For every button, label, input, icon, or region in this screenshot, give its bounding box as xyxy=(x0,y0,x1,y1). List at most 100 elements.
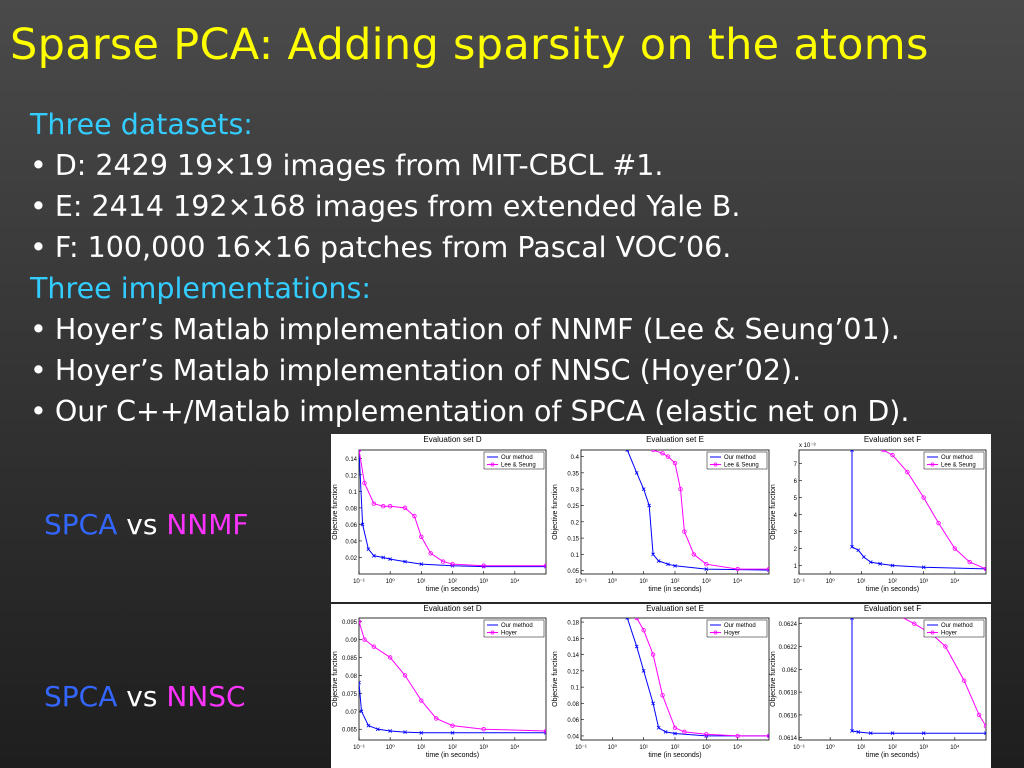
y-tick-label: 0.04 xyxy=(567,734,579,740)
comparison-label-nnsc: SPCA vs NNSC xyxy=(44,680,246,713)
y-tick-label: 0.0624 xyxy=(779,622,798,628)
y-tick-label: 0.09 xyxy=(345,638,357,644)
implementation-item-text: Hoyer’s Matlab implementation of NNMF (L… xyxy=(54,313,900,346)
data-point xyxy=(359,709,364,714)
y-tick-label: 0.07 xyxy=(345,710,357,716)
y-tick-label: 0.1 xyxy=(571,686,580,692)
chart-title: Evaluation set D xyxy=(423,604,481,613)
data-point xyxy=(673,731,677,736)
data-point xyxy=(983,566,986,572)
y-axis-label: Objective function xyxy=(770,484,777,540)
y-tick-label: 0.1 xyxy=(571,553,580,559)
data-point xyxy=(850,450,854,452)
data-point xyxy=(672,460,678,466)
data-point xyxy=(651,552,655,557)
data-point xyxy=(656,725,661,730)
data-point xyxy=(440,559,446,564)
data-point xyxy=(660,451,665,456)
y-tick-label: 0.095 xyxy=(342,620,358,626)
chart-2: Evaluation set E 0.05 0.1 0.15 0.2 0.25 0.3 0.3… xyxy=(552,435,770,593)
data-point xyxy=(678,486,683,492)
bullet: • xyxy=(30,149,47,182)
chart-4: Evaluation set D 0.065 0.07 0.075 0.08 0.085 0… xyxy=(332,604,547,759)
data-point xyxy=(943,644,948,649)
bullet: • xyxy=(30,395,47,428)
series-other xyxy=(359,619,546,734)
plot-area xyxy=(358,617,547,741)
data-point xyxy=(419,730,424,735)
data-point xyxy=(634,644,639,649)
series-line xyxy=(652,450,769,570)
data-point xyxy=(673,563,677,568)
legend-box xyxy=(923,619,985,638)
data-point xyxy=(381,504,386,509)
data-point xyxy=(450,730,455,735)
legend-marker xyxy=(930,630,935,635)
data-point xyxy=(880,450,886,453)
y-tick-label: 3 xyxy=(794,530,798,536)
legend-marker xyxy=(713,630,718,635)
data-point xyxy=(682,529,687,534)
data-point xyxy=(766,733,769,739)
series-ours xyxy=(850,618,986,736)
y-tick-label: 0.06 xyxy=(345,523,357,529)
dataset-item-text: E: 2414 192×168 images from extended Yal… xyxy=(54,190,741,223)
x-tick-label: 10⁴ xyxy=(950,744,960,751)
y-tick-label: 0.08 xyxy=(567,702,579,708)
vs-label: vs xyxy=(126,508,158,541)
legend-marker xyxy=(490,462,495,467)
y-tick-label: 7 xyxy=(794,462,798,468)
x-axis-label: time (in seconds) xyxy=(426,586,479,593)
y-tick-label: 0.18 xyxy=(567,621,579,627)
y-tick-label: 0.15 xyxy=(567,537,579,543)
data-point xyxy=(388,557,393,562)
data-point xyxy=(984,731,986,736)
nnsc-plots-svg: Evaluation set D 0.065 0.07 0.075 0.08 0.085 0… xyxy=(332,604,987,759)
data-point xyxy=(450,723,455,728)
x-axis-label: time (in seconds) xyxy=(648,586,701,593)
nnsc-plot-panel: Evaluation set D 0.065 0.07 0.075 0.08 0.085 0… xyxy=(331,604,991,768)
x-tick-label: 10⁰ xyxy=(608,744,618,751)
x-tick-label: 10⁴ xyxy=(733,578,743,585)
data-point xyxy=(672,725,678,730)
spca-label: SPCA xyxy=(44,680,118,713)
nnmf-plot-panel: Evaluation set D 0.02 0.04 0.06 0.08 0.1 0.12 0… xyxy=(331,434,991,602)
data-point xyxy=(481,727,486,732)
data-point xyxy=(402,673,408,678)
data-point xyxy=(366,723,371,728)
dataset-item-text: D: 2429 19×19 images from MIT-CBCL #1. xyxy=(54,149,664,182)
y-tick-label: 0.2 xyxy=(571,520,580,526)
plot-area xyxy=(580,617,770,741)
data-point xyxy=(921,495,926,500)
comparison-label-nnmf: SPCA vs NNMF xyxy=(44,508,249,541)
data-point xyxy=(983,724,986,729)
x-tick-label: 10³ xyxy=(919,579,928,585)
data-point xyxy=(371,644,377,649)
series-line xyxy=(636,618,769,737)
nnmf-label: NNMF xyxy=(166,508,249,541)
spca-label: SPCA xyxy=(44,508,118,541)
data-point xyxy=(666,562,670,567)
series-line xyxy=(902,618,986,727)
legend-label: Our method xyxy=(941,623,973,629)
data-point xyxy=(868,560,873,564)
x-tick-label: 10¹ xyxy=(417,579,426,585)
dataset-item-text: F: 100,000 16×16 patches from Pascal VOC… xyxy=(54,231,732,264)
y-tick-label: 0.3 xyxy=(571,488,580,494)
data-point xyxy=(962,678,967,683)
y-tick-label: 5 xyxy=(794,496,798,502)
dataset-item: • F: 100,000 16×16 patches from Pascal VO… xyxy=(30,227,1020,268)
data-point xyxy=(660,693,665,698)
legend-marker xyxy=(490,630,495,635)
data-point xyxy=(641,628,646,633)
data-point xyxy=(967,559,972,565)
data-point xyxy=(371,501,377,506)
y-axis-label: Objective function xyxy=(552,484,559,540)
y-tick-label: 0.08 xyxy=(345,506,357,512)
legend-box xyxy=(706,451,768,470)
legend-box xyxy=(483,451,545,470)
x-tick-label: 10¹ xyxy=(857,745,866,751)
y-tick-label: 0.085 xyxy=(342,656,358,662)
x-tick-label: 10¹ xyxy=(417,745,426,751)
data-point xyxy=(641,668,646,673)
